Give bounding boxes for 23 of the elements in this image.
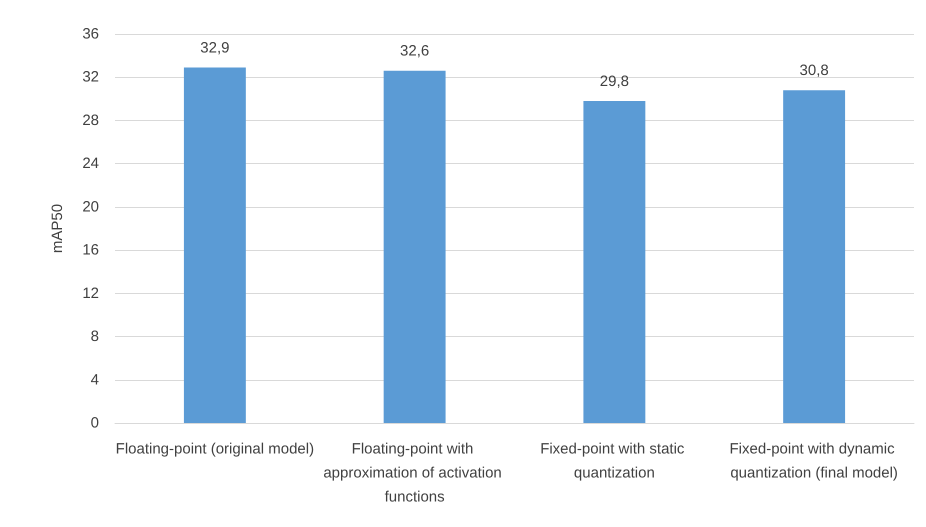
data-label: 30,8 — [800, 62, 829, 80]
x-tick-label: Fixed-point with static quantization — [540, 440, 689, 482]
y-tick-label: 28 — [82, 112, 99, 129]
y-tick-label: 36 — [82, 26, 99, 42]
data-label: 29,8 — [600, 72, 629, 90]
y-tick-label: 4 — [90, 371, 99, 388]
y-tick-label: 12 — [82, 284, 99, 302]
x-tick-label: Fixed-point with dynamic quantization (final model) — [730, 440, 899, 482]
bar — [583, 100, 646, 423]
y-tick-label: 24 — [82, 155, 99, 172]
bar — [384, 70, 446, 423]
data-label: 32,6 — [400, 42, 430, 60]
y-axis-title: mAP50 — [49, 204, 66, 254]
y-tick-label: 32 — [82, 68, 99, 86]
data-label: 32,9 — [200, 39, 230, 56]
x-tick-label: Floating-point with approximation of activation functions — [323, 440, 506, 506]
y-tick-label: 20 — [82, 198, 99, 216]
y-tick-label: 16 — [82, 242, 99, 259]
bar — [184, 67, 246, 423]
y-tick-label: 8 — [90, 328, 99, 346]
bar — [783, 90, 846, 423]
x-tick-label: Floating-point (original model) — [116, 440, 314, 458]
y-tick-label: 0 — [90, 414, 99, 432]
